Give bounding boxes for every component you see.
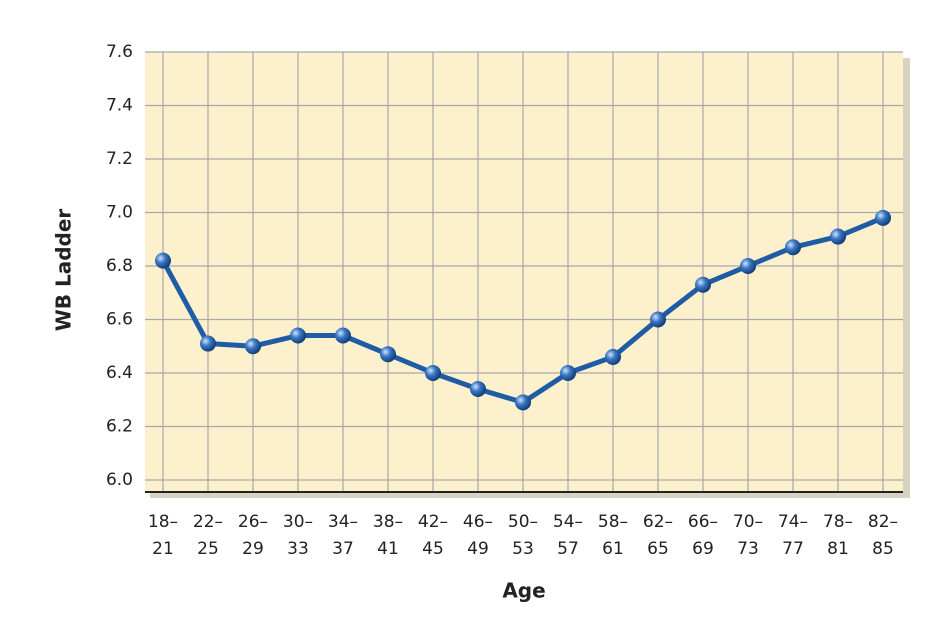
x-tick-label-line: 26– xyxy=(238,512,268,532)
x-tick-label-line: 70– xyxy=(733,512,763,532)
x-tick-label-line: 69 xyxy=(692,539,714,559)
data-point xyxy=(155,252,171,269)
y-tick-label: 6.8 xyxy=(106,256,133,276)
x-tick-label-line: 25 xyxy=(197,539,219,559)
data-point xyxy=(200,335,216,352)
data-point xyxy=(470,381,486,398)
x-tick-label-line: 38– xyxy=(373,512,403,532)
x-tick-label-line: 34– xyxy=(328,512,358,532)
data-point xyxy=(785,239,801,256)
x-tick-label-line: 50– xyxy=(508,512,538,532)
x-tick-label: 34– 37 xyxy=(328,512,358,559)
data-point xyxy=(245,338,261,355)
x-tick-label-line: 42– xyxy=(418,512,448,532)
data-point xyxy=(695,276,711,293)
x-tick-label-line: 66– xyxy=(688,512,718,532)
data-point xyxy=(335,327,351,344)
x-tick-label-line: 82– xyxy=(868,512,898,532)
x-tick-label-line: 29 xyxy=(242,539,264,559)
x-tick-label-line: 54– xyxy=(553,512,583,532)
data-point xyxy=(380,346,396,363)
x-tick-label-line: 22– xyxy=(193,512,223,532)
data-point xyxy=(650,311,666,328)
x-tick-label-line: 77 xyxy=(782,539,804,559)
data-point xyxy=(830,228,846,245)
x-tick-label: 46– 49 xyxy=(463,512,493,559)
x-tick-label-line: 46– xyxy=(463,512,493,532)
x-tick-label-line: 53 xyxy=(512,539,534,559)
y-axis-title: WB Ladder xyxy=(52,209,76,332)
x-tick-label: 26– 29 xyxy=(238,512,268,559)
x-tick-label-line: 41 xyxy=(377,539,399,559)
x-tick-label: 78– 81 xyxy=(823,512,853,559)
x-tick-label: 30– 33 xyxy=(283,512,313,559)
grid xyxy=(145,51,903,492)
y-tick-label: 6.6 xyxy=(106,309,133,329)
y-tick-label: 7.4 xyxy=(106,95,133,115)
x-tick-label-line: 81 xyxy=(827,539,849,559)
x-tick-label: 50– 53 xyxy=(508,512,538,559)
data-point xyxy=(290,327,306,344)
y-tick-label: 6.0 xyxy=(106,470,133,490)
x-tick-label-line: 73 xyxy=(737,539,759,559)
x-tick-label-line: 37 xyxy=(332,539,354,559)
x-tick-label-line: 30– xyxy=(283,512,313,532)
y-tick-label: 6.2 xyxy=(106,416,133,436)
x-tick-label-line: 49 xyxy=(467,539,489,559)
x-tick-label-line: 45 xyxy=(422,539,444,559)
x-tick-label-line: 74– xyxy=(778,512,808,532)
x-tick-label-line: 61 xyxy=(602,539,624,559)
y-tick-label: 7.2 xyxy=(106,149,133,169)
plot-background xyxy=(145,52,903,492)
data-point xyxy=(605,348,621,365)
x-tick-label-line: 85 xyxy=(872,539,894,559)
x-axis-title: Age xyxy=(502,579,545,603)
x-tick-label-line: 21 xyxy=(152,539,174,559)
data-point xyxy=(515,394,531,411)
x-tick-label: 66– 69 xyxy=(688,512,718,559)
data-point xyxy=(560,364,576,381)
x-tick-label-line: 33 xyxy=(287,539,309,559)
data-point xyxy=(425,364,441,381)
x-tick-label: 70– 73 xyxy=(733,512,763,559)
y-tick-label: 7.0 xyxy=(106,202,133,222)
x-tick-label: 82– 85 xyxy=(868,512,898,559)
y-tick-label: 6.4 xyxy=(106,363,133,383)
x-tick-label: 74– 77 xyxy=(778,512,808,559)
x-tick-label-line: 57 xyxy=(557,539,579,559)
x-tick-label: 22– 25 xyxy=(193,512,223,559)
x-tick-label: 42– 45 xyxy=(418,512,448,559)
x-tick-label-line: 18– xyxy=(148,512,178,532)
x-tick-label-line: 58– xyxy=(598,512,628,532)
y-tick-label: 7.6 xyxy=(106,42,133,62)
x-tick-label-line: 62– xyxy=(643,512,673,532)
x-tick-label: 62– 65 xyxy=(643,512,673,559)
x-tick-label: 38– 41 xyxy=(373,512,403,559)
x-tick-label: 54– 57 xyxy=(553,512,583,559)
x-tick-label: 58– 61 xyxy=(598,512,628,559)
x-tick-label-line: 78– xyxy=(823,512,853,532)
x-tick-label-line: 65 xyxy=(647,539,669,559)
x-tick-label: 18– 21 xyxy=(148,512,178,559)
data-point xyxy=(875,209,891,226)
data-point xyxy=(740,257,756,274)
